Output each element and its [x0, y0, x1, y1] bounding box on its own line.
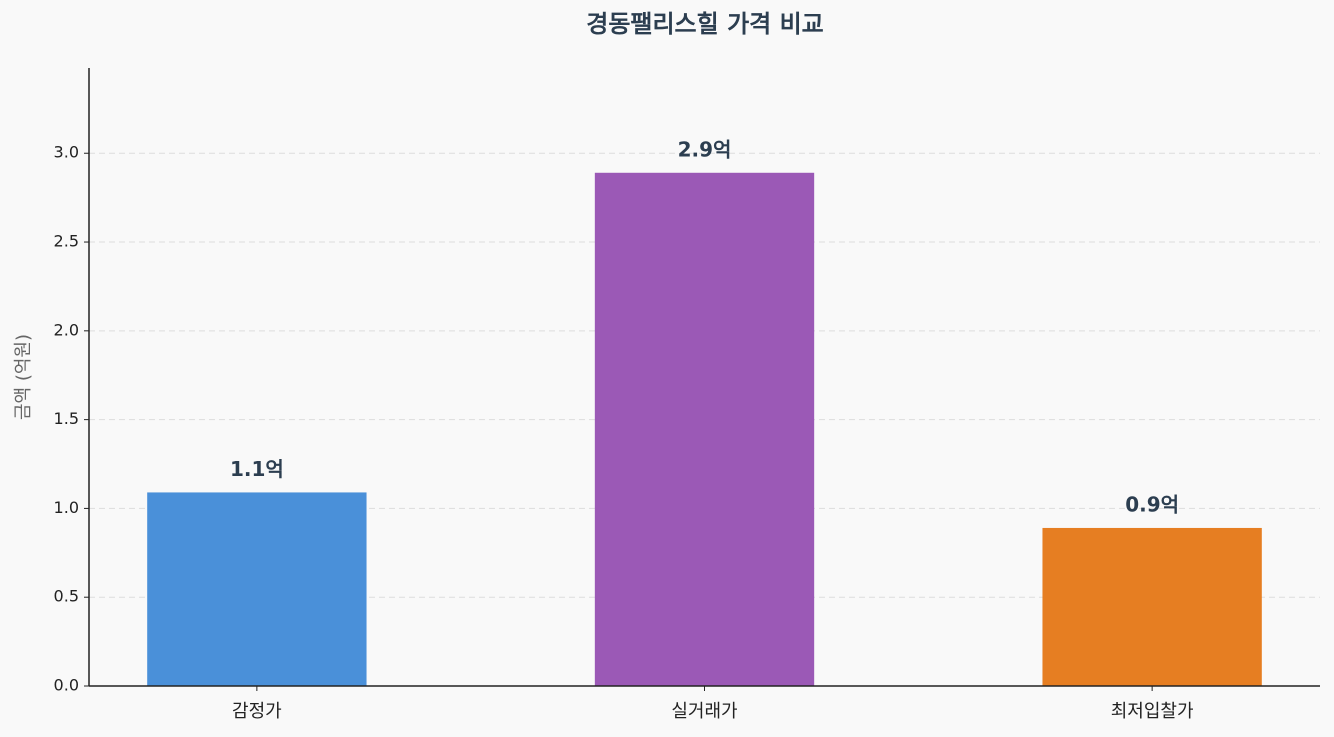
- y-tick-label: 0.5: [54, 587, 79, 606]
- x-tick-label: 감정가: [232, 701, 282, 722]
- value-label: 1.1억: [230, 457, 284, 481]
- chart-title: 경동팰리스힐 가격 비교: [586, 10, 824, 38]
- y-tick-label: 1.0: [54, 498, 79, 517]
- y-tick-label: 3.0: [54, 143, 79, 162]
- bar: [594, 172, 815, 686]
- y-tick-label: 2.0: [54, 320, 79, 339]
- x-tick-label: 실거래가: [671, 701, 737, 722]
- value-label: 0.9억: [1125, 492, 1179, 516]
- y-tick-label: 0.0: [54, 676, 79, 695]
- y-tick-label: 2.5: [54, 232, 79, 251]
- bar: [1042, 527, 1262, 686]
- y-axis-label: 금액 (억원): [13, 334, 34, 420]
- value-label: 2.9억: [678, 137, 732, 161]
- y-tick-label: 1.5: [54, 409, 79, 428]
- bar: [147, 492, 367, 686]
- x-tick-label: 최저입찰가: [1111, 701, 1194, 722]
